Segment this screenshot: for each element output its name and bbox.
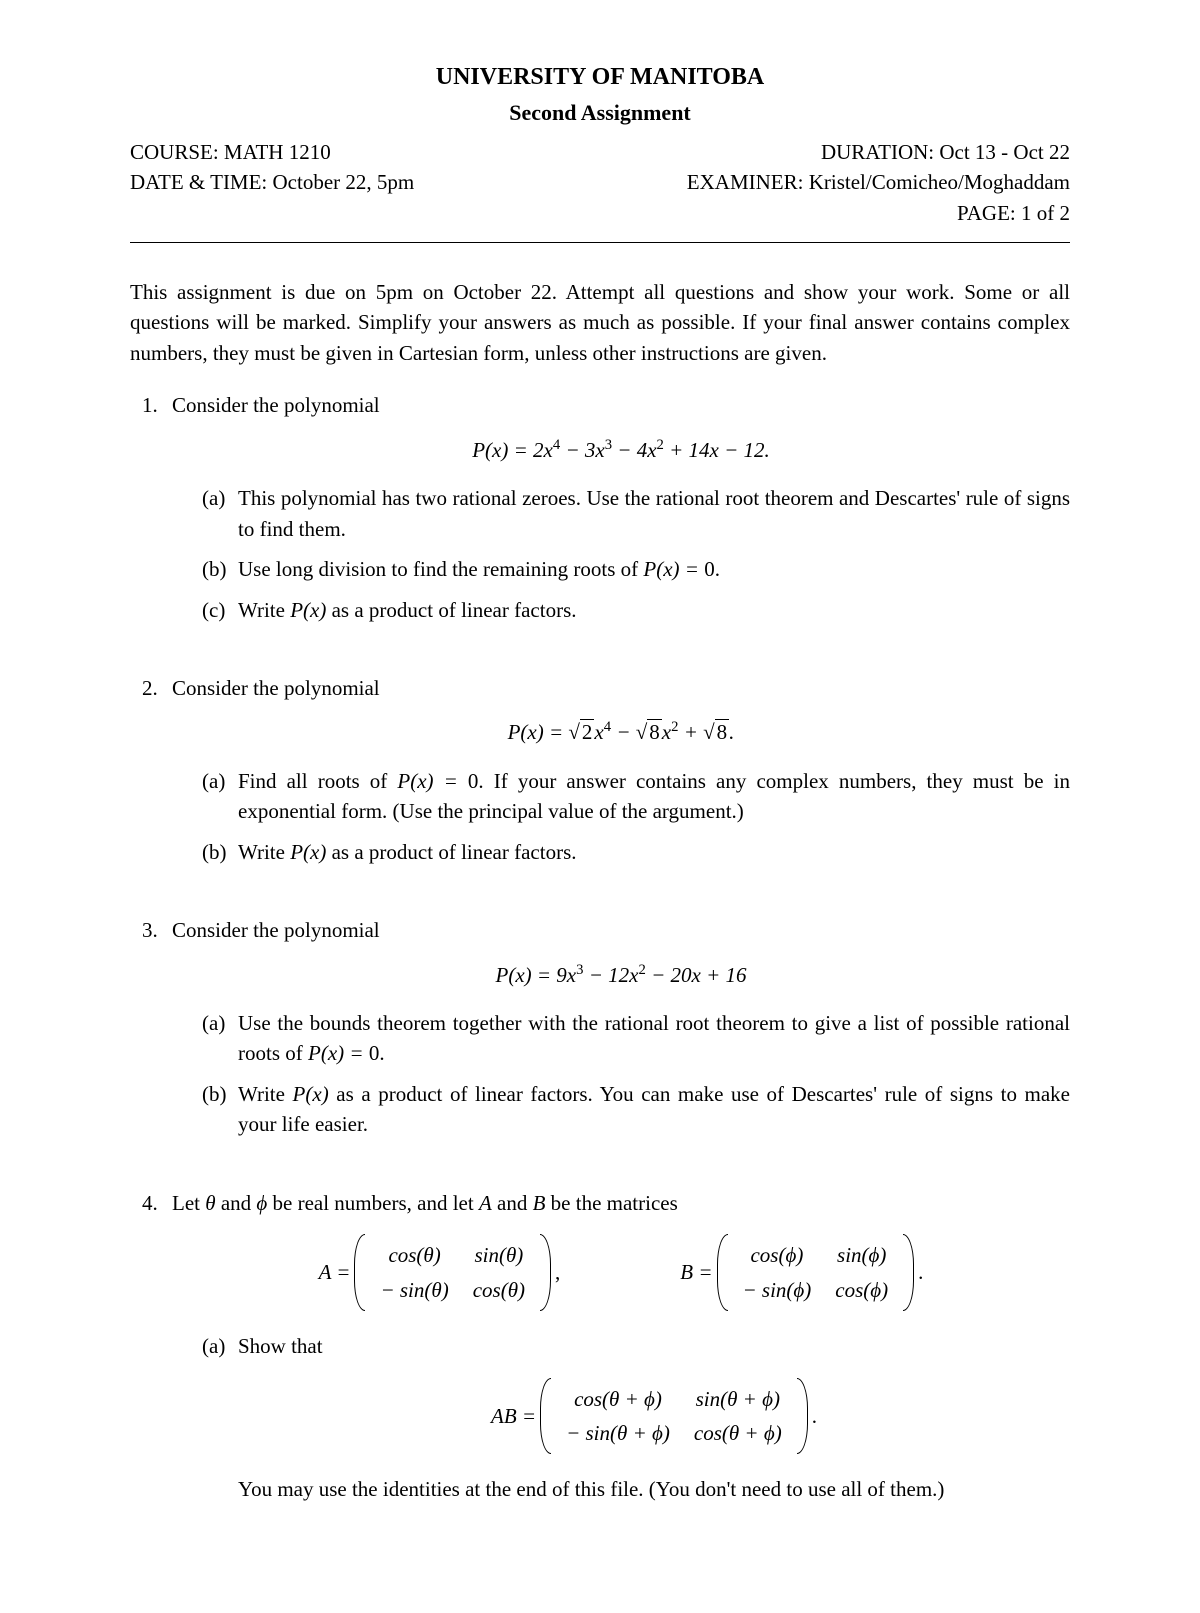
matrix-B: B = cos(ϕ)sin(ϕ) − sin(ϕ)cos(ϕ) . bbox=[680, 1234, 923, 1311]
q3-number: 3. bbox=[142, 915, 158, 945]
course-label: COURSE: MATH 1210 bbox=[130, 137, 331, 167]
intro-text: This assignment is due on 5pm on October… bbox=[130, 277, 1070, 368]
q2-number: 2. bbox=[142, 673, 158, 703]
header-row-3: PAGE: 1 of 2 bbox=[130, 198, 1070, 228]
matrix-AB: AB = cos(θ + ϕ)sin(θ + ϕ) − sin(θ + ϕ)co… bbox=[491, 1378, 817, 1455]
question-1: 1. Consider the polynomial P(x) = 2x4 − … bbox=[142, 390, 1070, 625]
question-3: 3. Consider the polynomial P(x) = 9x3 − … bbox=[142, 915, 1070, 1140]
q3-part-a: (a) Use the bounds theorem together with… bbox=[202, 1008, 1070, 1069]
q4-parts: (a) Show that AB = cos(θ + ϕ)sin(θ + ϕ) … bbox=[172, 1331, 1070, 1505]
q1-part-b: (b) Use long division to find the remain… bbox=[202, 554, 1070, 584]
q3-parts: (a) Use the bounds theorem together with… bbox=[172, 1008, 1070, 1140]
university-name: UNIVERSITY OF MANITOBA bbox=[130, 60, 1070, 95]
assignment-subtitle: Second Assignment bbox=[130, 97, 1070, 129]
matrix-A: A = cos(θ)sin(θ) − sin(θ)cos(θ) , bbox=[319, 1234, 561, 1311]
question-2: 2. Consider the polynomial P(x) = 2x4 − … bbox=[142, 673, 1070, 867]
q2-part-b: (b) Write P(x) as a product of linear fa… bbox=[202, 837, 1070, 867]
page: UNIVERSITY OF MANITOBA Second Assignment… bbox=[0, 0, 1200, 1613]
q2-formula: P(x) = 2x4 − 8x2 + 8. bbox=[172, 717, 1070, 747]
q4-part-a: (a) Show that AB = cos(θ + ϕ)sin(θ + ϕ) … bbox=[202, 1331, 1070, 1505]
datetime-label: DATE & TIME: October 22, 5pm bbox=[130, 167, 414, 197]
q4-matrices: A = cos(θ)sin(θ) − sin(θ)cos(θ) , B = co… bbox=[172, 1234, 1070, 1311]
header-row-1: COURSE: MATH 1210 DURATION: Oct 13 - Oct… bbox=[130, 137, 1070, 167]
q4-number: 4. bbox=[142, 1188, 158, 1218]
q4a-after: You may use the identities at the end of… bbox=[238, 1474, 1070, 1504]
matrix-AB-row: AB = cos(θ + ϕ)sin(θ + ϕ) − sin(θ + ϕ)co… bbox=[238, 1378, 1070, 1455]
duration-label: DURATION: Oct 13 - Oct 22 bbox=[821, 137, 1070, 167]
header-rule bbox=[130, 242, 1070, 243]
examiner-label: EXAMINER: Kristel/Comicheo/Moghaddam bbox=[687, 167, 1070, 197]
question-4: 4. Let θ and ϕ be real numbers, and let … bbox=[142, 1188, 1070, 1505]
q3-intro: Consider the polynomial bbox=[172, 918, 380, 942]
q1-intro: Consider the polynomial bbox=[172, 393, 380, 417]
q1-parts: (a) This polynomial has two rational zer… bbox=[172, 483, 1070, 625]
q2-parts: (a) Find all roots of P(x) = 0. If your … bbox=[172, 766, 1070, 867]
q3-formula: P(x) = 9x3 − 12x2 − 20x + 16 bbox=[172, 960, 1070, 990]
q2-intro: Consider the polynomial bbox=[172, 676, 380, 700]
q1-part-c: (c) Write P(x) as a product of linear fa… bbox=[202, 595, 1070, 625]
q1-part-a: (a) This polynomial has two rational zer… bbox=[202, 483, 1070, 544]
q1-number: 1. bbox=[142, 390, 158, 420]
header-row-2: DATE & TIME: October 22, 5pm EXAMINER: K… bbox=[130, 167, 1070, 197]
q4-intro: Let θ and ϕ be real numbers, and let A a… bbox=[172, 1191, 678, 1215]
q1-formula: P(x) = 2x4 − 3x3 − 4x2 + 14x − 12. bbox=[172, 435, 1070, 465]
question-list: 1. Consider the polynomial P(x) = 2x4 − … bbox=[130, 390, 1070, 1505]
page-label: PAGE: 1 of 2 bbox=[957, 198, 1070, 228]
q2-part-a: (a) Find all roots of P(x) = 0. If your … bbox=[202, 766, 1070, 827]
q3-part-b: (b) Write P(x) as a product of linear fa… bbox=[202, 1079, 1070, 1140]
